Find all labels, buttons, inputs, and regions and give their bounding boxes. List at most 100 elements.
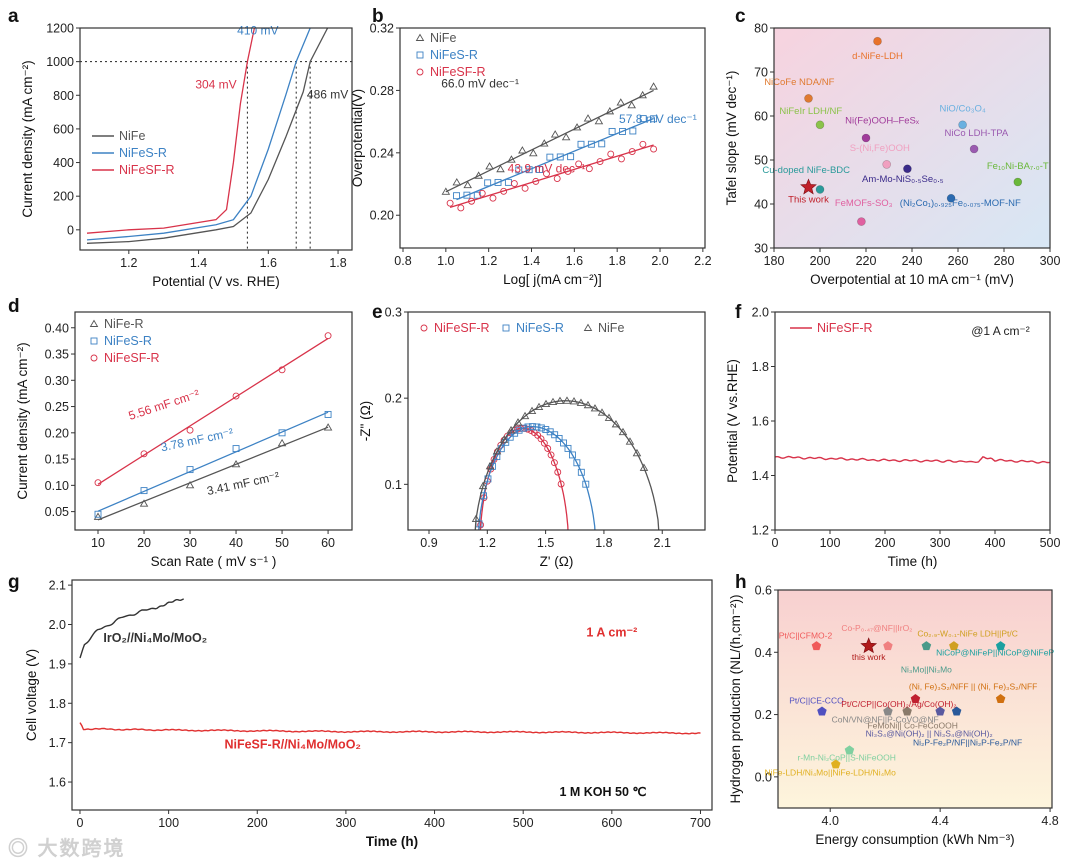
data-point bbox=[94, 510, 102, 518]
x-tick-label: 1.5 bbox=[537, 536, 554, 550]
data-point bbox=[618, 155, 625, 163]
panel-h: h 4.0 4.4 4.8 0.0 0.2 0.4 0.6 Energy consumption… bbox=[728, 572, 1059, 847]
y-tick-label: 1.7 bbox=[49, 736, 66, 750]
data-point bbox=[873, 36, 882, 46]
data-point bbox=[573, 459, 581, 467]
data-point bbox=[521, 184, 529, 192]
series-nifesf-r bbox=[86, 28, 256, 234]
point-label: CoN/VN@NF||P-CoVO@NF bbox=[832, 714, 939, 724]
data-point bbox=[484, 179, 492, 187]
x-tick-label: 220 bbox=[856, 254, 877, 268]
data-point bbox=[625, 437, 635, 445]
y-tick-label: 0.2 bbox=[385, 392, 402, 406]
data-point bbox=[496, 164, 505, 173]
data-point bbox=[489, 194, 497, 202]
point-label: Co-P₀.₄₇@NF||IrO₂ bbox=[841, 623, 912, 633]
data-point bbox=[536, 166, 543, 173]
x-tick-label: 700 bbox=[690, 816, 711, 830]
point-label: d-NiFe-LDH bbox=[852, 51, 903, 62]
panel-label: f bbox=[735, 302, 742, 323]
x-tick-label: 180 bbox=[764, 254, 785, 268]
y-tick-label: 0.25 bbox=[45, 400, 69, 414]
series-nifesf-r bbox=[775, 455, 1050, 464]
x-tick-label: 1.6 bbox=[260, 256, 277, 270]
point-label: NiCo LDH-TPA bbox=[945, 128, 1009, 139]
data-point bbox=[618, 427, 628, 436]
data-point bbox=[639, 140, 647, 148]
data-point bbox=[515, 166, 523, 174]
data-point bbox=[323, 423, 333, 431]
y-tick-label: 30 bbox=[754, 242, 768, 256]
data-point bbox=[910, 694, 921, 703]
legend-marker bbox=[583, 323, 593, 331]
x-tick-label: 1.2 bbox=[479, 536, 496, 550]
y-tick-label: 40 bbox=[754, 198, 768, 212]
series-line bbox=[79, 722, 701, 735]
x-tick-label: 500 bbox=[513, 816, 534, 830]
data-point bbox=[619, 128, 626, 135]
x-axis-label: Energy consumption (kWh Nm⁻³) bbox=[815, 832, 1014, 847]
panel-label: g bbox=[8, 572, 20, 593]
x-tick-label: 400 bbox=[424, 816, 445, 830]
data-point bbox=[544, 445, 552, 452]
point-label: Cu-doped NiFe-BDC bbox=[762, 165, 850, 176]
data-point bbox=[935, 706, 945, 716]
point-label: Pt/C/CP||Co(OH)₂/Ag/Co(OH)₂ bbox=[841, 699, 956, 709]
x-axis-label: Log[ j(mA cm⁻²)] bbox=[503, 272, 602, 287]
x-tick-label: 200 bbox=[247, 816, 268, 830]
x-tick-label: 50 bbox=[275, 536, 289, 550]
x-tick-label: 2.0 bbox=[651, 254, 668, 268]
data-point bbox=[616, 98, 626, 106]
data-point bbox=[537, 435, 545, 443]
data-point bbox=[883, 641, 893, 651]
x-tick-label: 10 bbox=[91, 536, 105, 550]
annotation: 3.41 mF cm⁻² bbox=[206, 469, 281, 498]
y-tick-label: 2.0 bbox=[752, 306, 769, 320]
x-tick-label: 300 bbox=[1040, 254, 1061, 268]
plot-frame bbox=[79, 27, 353, 251]
x-tick-label: 300 bbox=[335, 816, 356, 830]
x-axis-label: Z' (Ω) bbox=[540, 554, 574, 569]
x-tick-label: 1.8 bbox=[595, 536, 612, 550]
annotation: @1 A cm⁻² bbox=[971, 324, 1030, 338]
plot-background bbox=[774, 28, 1050, 248]
plot-area bbox=[79, 598, 701, 735]
data-point bbox=[577, 468, 585, 476]
series-line bbox=[445, 89, 654, 193]
data-point bbox=[547, 451, 555, 459]
data-point bbox=[1013, 177, 1023, 187]
data-point bbox=[515, 426, 523, 434]
x-axis-label: Time (h) bbox=[366, 834, 418, 849]
annotation: 57.8 mV dec⁻¹ bbox=[619, 112, 697, 126]
data-point bbox=[324, 410, 332, 418]
y-tick-label: 0.20 bbox=[45, 426, 69, 440]
x-tick-label: 1.4 bbox=[523, 254, 540, 268]
data-point bbox=[902, 706, 912, 716]
data-point bbox=[453, 192, 460, 200]
data-point bbox=[564, 444, 572, 452]
data-point bbox=[903, 164, 912, 174]
data-point bbox=[185, 480, 195, 489]
point-label: NiCoFe NDA/NF bbox=[764, 77, 834, 88]
x-tick-label: 20 bbox=[137, 536, 151, 550]
plot-area bbox=[471, 396, 660, 530]
x-tick-label: 0 bbox=[77, 816, 84, 830]
y-tick-label: 0.28 bbox=[370, 84, 394, 98]
point-label: Ni(Fe)OOH–FeSₓ bbox=[845, 115, 920, 126]
legend-label: NiFe-R bbox=[104, 317, 144, 331]
x-tick-label: 500 bbox=[1040, 536, 1061, 550]
data-point bbox=[554, 468, 562, 476]
x-axis-label: Overpotential at 10 mA cm⁻¹ (mV) bbox=[810, 272, 1014, 287]
x-tick-label: 200 bbox=[875, 536, 896, 550]
panel-a: a 1.2 1.4 1.6 1.8 0 200 400 600 800 1000 1200 Potent… bbox=[8, 6, 353, 289]
data-point bbox=[627, 100, 637, 109]
y-tick-label: 0.05 bbox=[45, 505, 69, 519]
series-nife bbox=[441, 82, 658, 195]
annotation: 1 A cm⁻² bbox=[586, 625, 637, 639]
x-axis-label: Scan Rate ( mV s⁻¹ ) bbox=[151, 554, 277, 569]
data-point bbox=[560, 439, 567, 447]
legend-marker bbox=[416, 51, 424, 59]
y-axis-label: Current density (mA cm⁻²) bbox=[20, 60, 35, 217]
y-tick-label: 0.1 bbox=[385, 478, 402, 492]
data-point bbox=[564, 168, 572, 175]
